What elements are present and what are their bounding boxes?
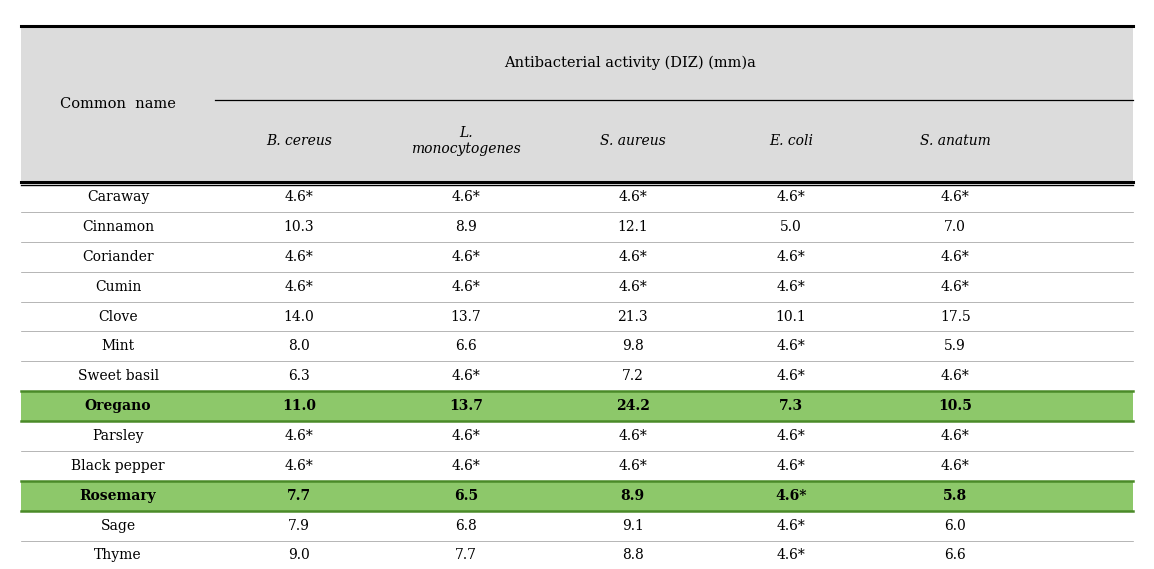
Text: 10.3: 10.3 [284,220,314,234]
Text: 11.0: 11.0 [282,399,316,413]
Text: 4.6*: 4.6* [777,369,805,384]
Text: 24.2: 24.2 [616,399,650,413]
Text: 4.6*: 4.6* [777,250,805,264]
Text: Oregano: Oregano [85,399,151,413]
Text: 6.3: 6.3 [288,369,309,384]
Text: 4.6*: 4.6* [777,518,805,533]
Text: 7.2: 7.2 [622,369,644,384]
Text: Sweet basil: Sweet basil [77,369,158,384]
Text: 7.3: 7.3 [779,399,803,413]
Text: 4.6*: 4.6* [777,190,805,204]
Text: 4.6*: 4.6* [285,250,313,264]
Text: 4.6*: 4.6* [619,459,647,473]
Text: 7.7: 7.7 [287,489,310,503]
Text: 14.0: 14.0 [284,310,314,324]
Text: 17.5: 17.5 [939,310,971,324]
Text: 4.6*: 4.6* [451,429,480,443]
Text: Common  name: Common name [60,97,177,111]
Text: 6.5: 6.5 [454,489,478,503]
Text: 5.8: 5.8 [943,489,967,503]
Text: 4.6*: 4.6* [619,429,647,443]
Text: 4.6*: 4.6* [775,489,807,503]
Text: 4.6*: 4.6* [619,190,647,204]
Bar [21,481,1133,511]
Text: 7.7: 7.7 [455,549,477,563]
Text: 8.9: 8.9 [621,489,645,503]
Text: 6.0: 6.0 [944,518,966,533]
Text: 4.6*: 4.6* [777,279,805,294]
Text: 4.6*: 4.6* [941,279,969,294]
Text: Caraway: Caraway [87,190,149,204]
Text: 9.8: 9.8 [622,339,644,353]
Text: 4.6*: 4.6* [777,429,805,443]
Text: 8.9: 8.9 [455,220,477,234]
Text: 13.7: 13.7 [450,310,481,324]
Text: Antibacterial activity (DIZ) (mm)a: Antibacterial activity (DIZ) (mm)a [504,55,756,70]
Text: 4.6*: 4.6* [941,369,969,384]
Text: Cinnamon: Cinnamon [82,220,155,234]
Text: 7.9: 7.9 [288,518,309,533]
Text: S. aureus: S. aureus [600,134,666,148]
Text: 5.9: 5.9 [944,339,966,353]
Text: Black pepper: Black pepper [72,459,165,473]
Text: 4.6*: 4.6* [285,190,313,204]
Text: 4.6*: 4.6* [451,190,480,204]
Text: L.
monocytogenes: L. monocytogenes [411,126,520,156]
Text: 4.6*: 4.6* [451,459,480,473]
Text: Sage: Sage [100,518,136,533]
Text: 7.0: 7.0 [944,220,966,234]
Text: 4.6*: 4.6* [941,190,969,204]
Text: 10.5: 10.5 [938,399,972,413]
Text: 4.6*: 4.6* [451,250,480,264]
Text: 5.0: 5.0 [780,220,802,234]
Text: 10.1: 10.1 [775,310,807,324]
Text: S. anatum: S. anatum [920,134,990,148]
Text: 4.6*: 4.6* [619,250,647,264]
Text: 4.6*: 4.6* [619,279,647,294]
Text: 4.6*: 4.6* [777,549,805,563]
Text: Rosemary: Rosemary [80,489,157,503]
Text: 13.7: 13.7 [449,399,482,413]
Text: 8.0: 8.0 [288,339,309,353]
Text: 4.6*: 4.6* [451,369,480,384]
Text: Coriander: Coriander [82,250,153,264]
Text: 8.8: 8.8 [622,549,644,563]
Text: 4.6*: 4.6* [941,459,969,473]
Text: 4.6*: 4.6* [777,459,805,473]
Text: 4.6*: 4.6* [285,429,313,443]
Text: 4.6*: 4.6* [941,429,969,443]
Text: 4.6*: 4.6* [285,279,313,294]
Text: 12.1: 12.1 [617,220,649,234]
Text: Mint: Mint [102,339,135,353]
Text: Cumin: Cumin [95,279,141,294]
Text: 4.6*: 4.6* [451,279,480,294]
Text: 6.8: 6.8 [455,518,477,533]
Text: 4.6*: 4.6* [777,339,805,353]
Text: 9.0: 9.0 [288,549,309,563]
Text: Thyme: Thyme [95,549,142,563]
Text: E. coli: E. coli [770,134,814,148]
Text: 21.3: 21.3 [617,310,647,324]
Text: B. cereus: B. cereus [265,134,332,148]
Bar [21,26,1133,182]
Text: 6.6: 6.6 [944,549,966,563]
Text: 4.6*: 4.6* [285,459,313,473]
Text: 9.1: 9.1 [622,518,644,533]
Bar [21,391,1133,421]
Text: 4.6*: 4.6* [941,250,969,264]
Text: 6.6: 6.6 [455,339,477,353]
Text: Clove: Clove [98,310,138,324]
Text: Parsley: Parsley [92,429,144,443]
